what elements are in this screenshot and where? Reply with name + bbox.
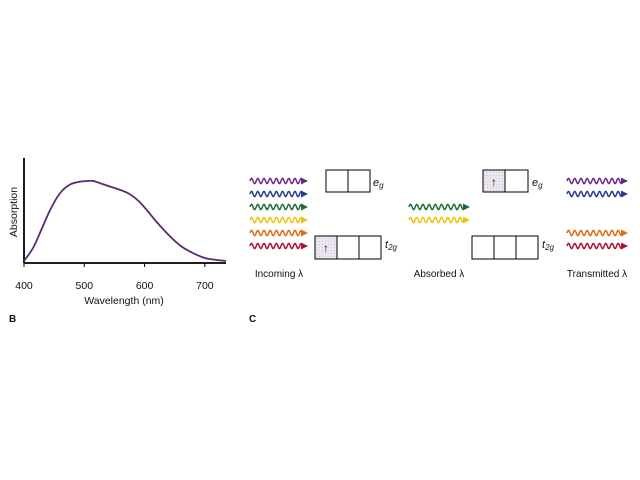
t2g-label-excited: t2g xyxy=(542,239,555,252)
x-tick-label: 700 xyxy=(196,280,214,292)
eg-label-excited: eg xyxy=(532,177,543,190)
absorbed-label: Absorbed λ xyxy=(414,269,465,280)
electron-excited: ↑ xyxy=(491,175,497,189)
y-axis-label: Absorption xyxy=(8,187,20,237)
transmitted-waves xyxy=(566,177,628,250)
light-wave-arrow xyxy=(249,216,308,224)
light-wave-arrow xyxy=(408,216,470,224)
light-wave-arrow xyxy=(249,203,308,211)
incoming-waves xyxy=(249,177,308,250)
light-wave-arrow xyxy=(249,242,308,250)
light-wave-arrow xyxy=(566,242,628,250)
electron-ground: ↑ xyxy=(323,241,329,255)
absorbed-waves xyxy=(408,203,470,224)
incoming-label: Incoming λ xyxy=(255,269,303,280)
t2g-orbitals-ground xyxy=(314,235,382,260)
light-wave-arrow xyxy=(566,190,628,198)
x-axis-label: Wavelength (nm) xyxy=(84,295,164,307)
absorption-curve xyxy=(23,179,227,262)
t2g-orbitals-excited xyxy=(471,235,539,260)
light-wave-arrow xyxy=(408,203,470,211)
panel-label-c: C xyxy=(249,314,256,325)
x-tick-label: 600 xyxy=(136,280,154,292)
x-tick-label: 400 xyxy=(15,280,33,292)
absorption-chart: 400 500 600 700 Absorption Wavelength (nm) xyxy=(8,158,227,307)
light-wave-arrow xyxy=(566,229,628,237)
eg-label-ground: eg xyxy=(373,177,384,190)
light-wave-arrow xyxy=(249,177,308,185)
eg-orbitals-ground xyxy=(325,169,371,193)
transmitted-label: Transmitted λ xyxy=(567,269,627,280)
t2g-label-ground: t2g xyxy=(385,239,398,252)
panel-label-b: B xyxy=(9,314,16,325)
eg-orbitals-excited xyxy=(482,169,529,193)
light-wave-arrow xyxy=(249,229,308,237)
x-ticks: 400 500 600 700 xyxy=(15,263,214,292)
light-wave-arrow xyxy=(566,177,628,185)
light-wave-arrow xyxy=(249,190,308,198)
x-tick-label: 500 xyxy=(76,280,94,292)
